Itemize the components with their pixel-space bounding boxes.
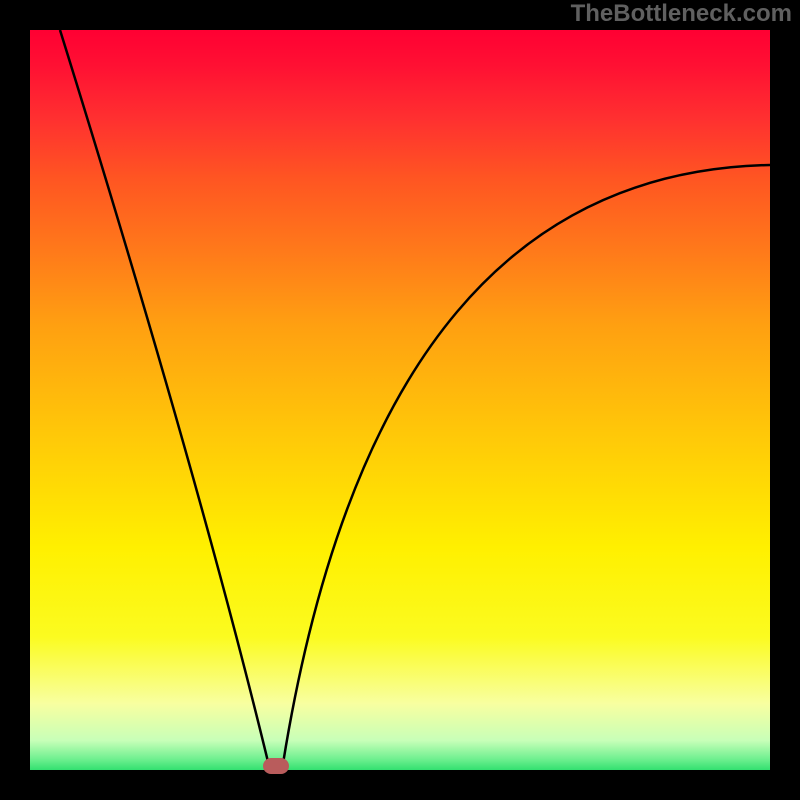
bottleneck-curve xyxy=(0,0,800,800)
curve-left-branch xyxy=(60,30,270,770)
watermark-text: TheBottleneck.com xyxy=(571,0,792,28)
curve-right-branch xyxy=(282,165,770,770)
chart-root: TheBottleneck.com xyxy=(0,0,800,800)
minimum-marker xyxy=(263,758,289,774)
